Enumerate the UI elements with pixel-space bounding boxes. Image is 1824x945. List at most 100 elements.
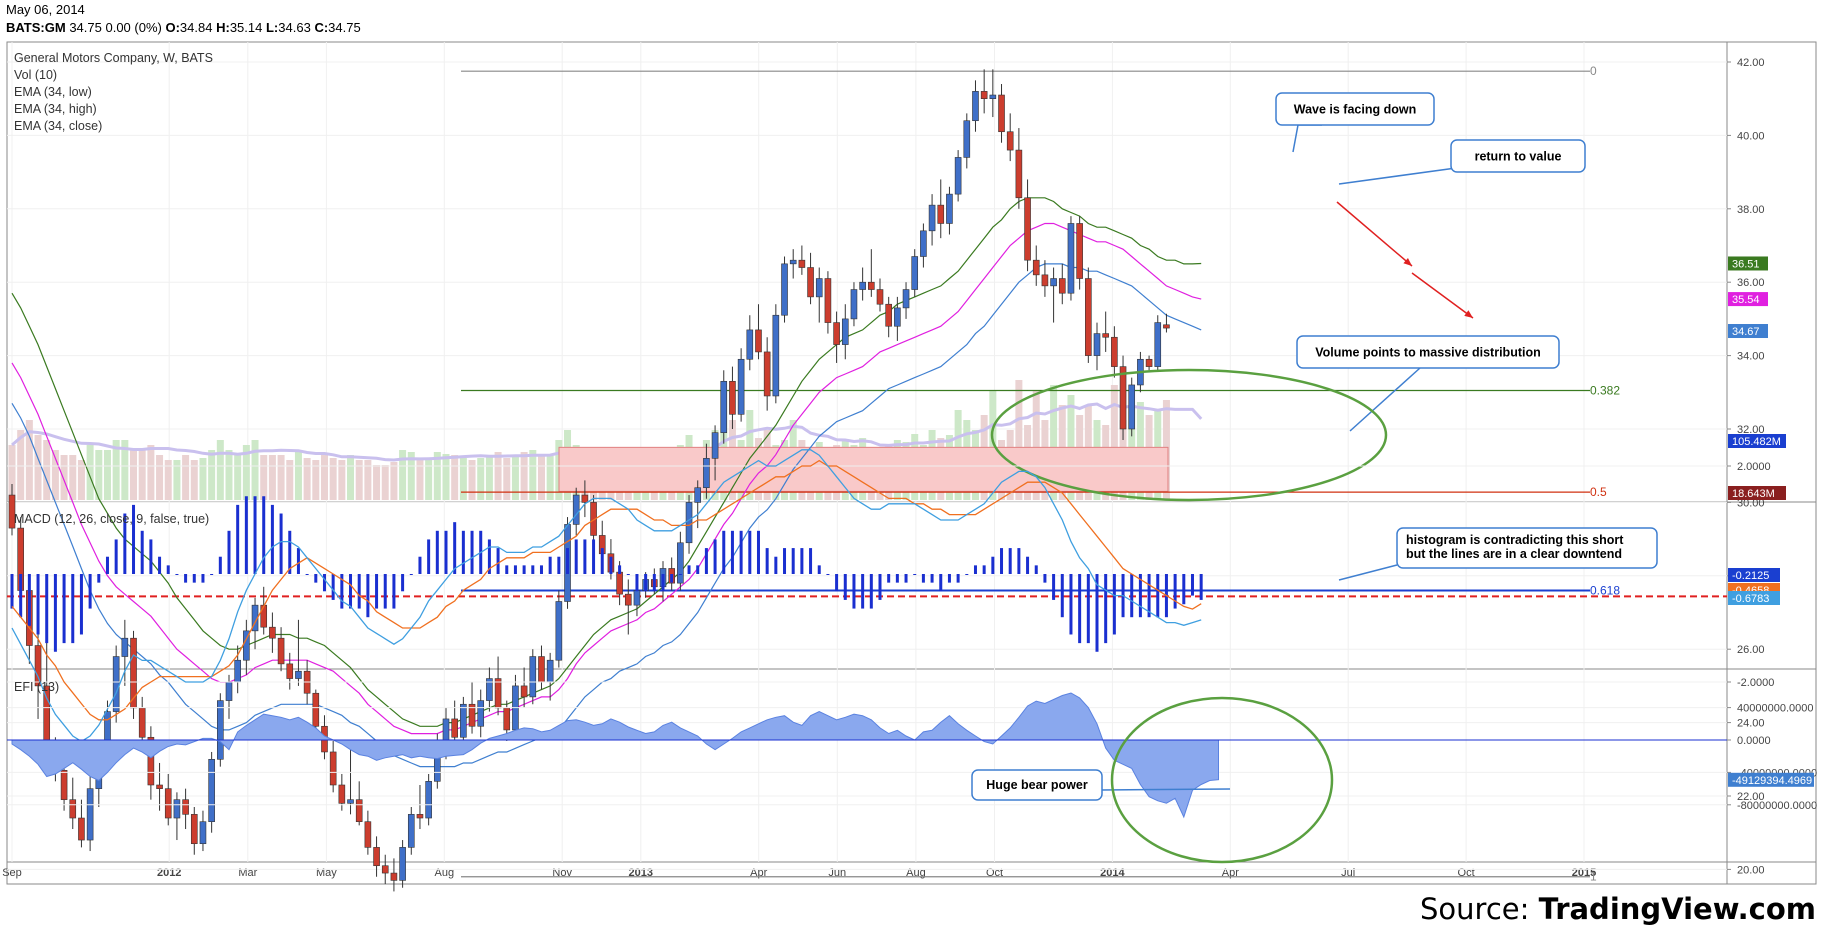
macd-histogram-bar	[756, 530, 760, 574]
volume-bar	[381, 465, 389, 500]
macd-histogram-bar	[887, 574, 891, 583]
macd-histogram-bar	[1130, 574, 1134, 618]
macd-histogram-bar	[947, 574, 951, 583]
y-tick-label: 34.00	[1737, 351, 1765, 363]
volume-bar	[286, 460, 294, 500]
macd-histogram-bar	[722, 530, 726, 574]
volume-bar	[390, 462, 398, 500]
candle-body	[1015, 149, 1023, 199]
candle-body	[260, 604, 268, 628]
y-tick-label: 2.0000	[1737, 461, 1771, 473]
volume-bar	[503, 458, 511, 500]
macd-histogram-bar	[739, 530, 743, 574]
price-chart-title: General Motors Company, W, BATS	[14, 51, 213, 65]
candle-body	[824, 278, 832, 323]
candle-body	[624, 593, 632, 606]
volume-bar	[60, 455, 68, 500]
macd-histogram-bar	[1052, 574, 1056, 600]
candle-body	[694, 487, 702, 503]
volume-bar	[51, 450, 59, 500]
candle-body	[390, 872, 398, 881]
volume-bar	[720, 390, 728, 500]
macd-histogram-bar	[670, 574, 674, 583]
price-tag	[1728, 324, 1768, 339]
source-brand: TradingView.com	[1538, 892, 1816, 926]
volume-bar	[477, 458, 485, 500]
x-tick-label: 2015	[1572, 867, 1596, 879]
y-tick-label: 42.00	[1737, 57, 1765, 69]
volume-bar	[208, 450, 216, 500]
volume-pointer	[1349, 367, 1421, 432]
macd-histogram-bar	[305, 574, 309, 575]
macd-histogram-bar	[609, 556, 613, 574]
candle-body	[225, 681, 233, 701]
volume-bar	[537, 455, 545, 500]
volume-bar	[303, 458, 311, 500]
macd-histogram-bar	[774, 556, 778, 574]
macd-histogram-bar	[861, 574, 865, 609]
macd-histogram-bar	[296, 548, 300, 574]
candle-body	[1163, 324, 1170, 329]
candle-body	[789, 259, 797, 265]
volume-bar	[485, 455, 493, 500]
candle-body	[460, 703, 467, 738]
histogram-pointer	[1338, 564, 1398, 581]
macd-histogram-bar	[835, 574, 839, 592]
volume-bar	[95, 450, 103, 500]
macd-histogram-bar	[184, 574, 188, 583]
candle-body	[451, 718, 458, 738]
candle-body	[121, 637, 129, 657]
macd-line	[11, 449, 1202, 743]
candle-body	[529, 656, 537, 698]
macd-histogram-bar	[62, 574, 66, 644]
candle-body	[173, 799, 181, 819]
macd-histogram-bar	[210, 574, 214, 575]
macd-histogram-bar	[140, 530, 144, 574]
volume-bar	[130, 450, 138, 500]
volume-bar	[416, 460, 424, 500]
macd-histogram-bar	[548, 556, 552, 574]
candle-body	[199, 821, 207, 845]
macd-histogram-bar	[418, 556, 422, 574]
macd-histogram-bar	[574, 539, 578, 574]
volume-bar	[173, 460, 181, 500]
volume-bar	[242, 445, 250, 500]
x-tick-label: Oct	[1458, 867, 1475, 879]
x-tick-label: Aug	[435, 867, 455, 879]
y-tick-label: 32.00	[1737, 424, 1765, 436]
candle-body	[1128, 384, 1136, 430]
macd-histogram-bar	[583, 539, 587, 574]
macd-histogram-bar	[791, 548, 795, 574]
macd-histogram-bar	[175, 574, 179, 575]
candle-body	[468, 703, 476, 727]
y-tick-label: 20.00	[1737, 864, 1765, 876]
candle-body	[1154, 322, 1162, 367]
x-tick-label: Apr	[750, 867, 767, 879]
macd-histogram-bar	[10, 574, 14, 609]
candle-body	[1102, 333, 1109, 338]
volume-bar	[69, 455, 77, 500]
candle-body	[1067, 223, 1075, 294]
macd-histogram-bar	[973, 565, 977, 574]
macd-histogram-bar	[696, 565, 700, 574]
macd-histogram-bar	[644, 574, 648, 592]
macd-histogram-bar	[288, 530, 292, 574]
macd-histogram-bar	[513, 565, 517, 574]
volume-bar	[329, 458, 337, 500]
bear-callout-text: Huge bear power	[986, 778, 1088, 792]
volume-bar	[347, 455, 355, 500]
y-tick-label: 30.00	[1737, 497, 1765, 509]
macd-histogram-bar	[88, 574, 92, 609]
header-low: 34.63	[278, 20, 311, 35]
y-tick-label: 40.00	[1737, 130, 1765, 142]
header-low-label: L:	[265, 20, 279, 35]
macd-histogram-bar	[71, 574, 75, 644]
price-tag-label: 35.54	[1732, 294, 1760, 306]
y-tick-label: -2.0000	[1737, 677, 1774, 689]
candle-body	[729, 380, 736, 415]
macd-histogram-bar	[982, 565, 986, 574]
volume-tag-label: 18.643M	[1732, 488, 1775, 500]
macd-signal-line	[11, 459, 1202, 721]
price-legend: General Motors Company, W, BATS Vol (10)…	[14, 50, 213, 135]
